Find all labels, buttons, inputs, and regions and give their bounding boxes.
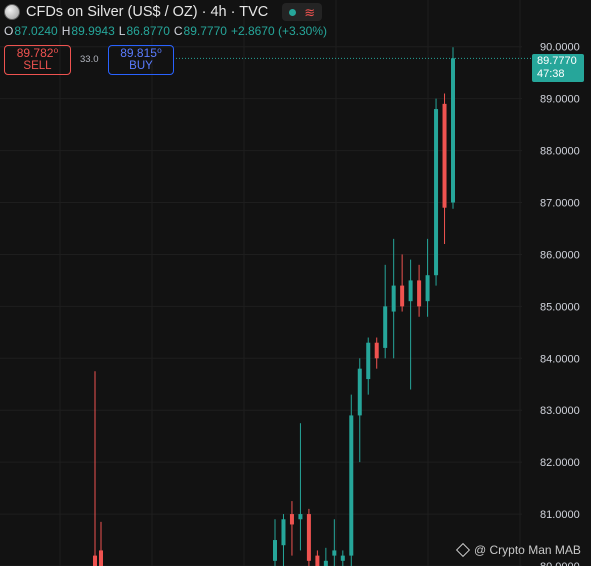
- silver-symbol-icon[interactable]: [4, 4, 20, 20]
- candle-body: [315, 555, 320, 566]
- candle-body: [400, 285, 405, 307]
- wave-icon: ≋: [304, 4, 316, 20]
- y-tick-label: 84.0000: [540, 353, 580, 365]
- candle-body: [434, 109, 439, 276]
- candle-body: [93, 555, 97, 566]
- candle-body: [451, 58, 455, 203]
- chart-header: CFDs on Silver (US$ / OZ) · 4h · TVC ≋: [4, 2, 323, 22]
- buy-button[interactable]: 89.815⁰ BUY: [108, 45, 174, 75]
- buy-label: BUY: [129, 60, 153, 72]
- sell-button[interactable]: 89.782⁰ SELL: [4, 45, 71, 75]
- candle-up: [366, 337, 371, 395]
- close-label: C: [173, 24, 183, 38]
- candle-down: [306, 508, 311, 566]
- y-tick-label: 89.0000: [540, 94, 580, 106]
- sell-label: SELL: [23, 60, 52, 72]
- candle-up: [391, 238, 396, 359]
- watermark: @ Crypto Man MAB: [455, 542, 581, 558]
- y-tick-label: 82.0000: [540, 457, 580, 469]
- candle-body: [340, 555, 345, 561]
- y-tick-label: 81.0000: [540, 509, 580, 521]
- candle-up: [273, 519, 277, 566]
- low-value: 86.8770: [126, 24, 170, 38]
- candle-up: [425, 238, 430, 317]
- candle-body: [99, 550, 103, 566]
- candle-down: [289, 501, 294, 556]
- candle-down: [315, 550, 320, 566]
- candle-up: [332, 519, 337, 566]
- change-value: +2.8670 (+3.30%): [230, 24, 328, 38]
- candle-up: [408, 259, 413, 390]
- candle-body: [391, 285, 396, 312]
- y-tick-label: 87.0000: [540, 198, 580, 210]
- y-tick-label: 80.0000: [540, 561, 580, 566]
- high-value: 89.9943: [71, 24, 115, 38]
- price-axis[interactable]: 80.0000 81.0000 82.0000 83.0000 84.0000 85.00…: [540, 42, 580, 566]
- open-value: 87.0240: [14, 24, 58, 38]
- candle-up: [323, 547, 328, 566]
- candle-down: [374, 337, 379, 369]
- last-price-value: 89.7770: [537, 55, 577, 67]
- candle-up: [383, 264, 388, 359]
- chart-title[interactable]: CFDs on Silver (US$ / OZ) · 4h · TVC: [26, 4, 269, 20]
- bar-countdown: 47:38: [537, 68, 565, 80]
- spread-value: 33.0: [80, 54, 99, 65]
- y-tick-label: 88.0000: [540, 146, 580, 158]
- y-tick-label: 86.0000: [540, 249, 580, 261]
- candle-body: [323, 560, 328, 566]
- low-label: L: [118, 24, 126, 38]
- candle-body: [306, 514, 311, 561]
- candle-body: [332, 550, 337, 556]
- y-tick-label: 90.0000: [540, 42, 580, 54]
- candles: [93, 47, 455, 566]
- candle-body: [383, 306, 388, 348]
- candle-body: [374, 342, 379, 359]
- high-label: H: [61, 24, 71, 38]
- candle-up: [349, 394, 354, 566]
- grid-lines: [0, 0, 522, 566]
- y-tick-label: 85.0000: [540, 301, 580, 313]
- market-open-dot-icon: [289, 8, 297, 16]
- candle-up: [281, 514, 286, 566]
- y-tick-label: 83.0000: [540, 405, 580, 417]
- candle-body: [289, 514, 294, 525]
- sell-price: 89.782⁰: [16, 46, 59, 60]
- candle-up: [434, 98, 439, 286]
- candle-body: [298, 514, 303, 520]
- candle-down: [442, 93, 447, 245]
- candle-body: [281, 519, 286, 546]
- close-value: 89.7770: [183, 24, 227, 38]
- candle-body: [408, 280, 413, 302]
- candle-down: [99, 521, 103, 566]
- candle-body: [366, 342, 371, 380]
- candle-up: [340, 550, 345, 566]
- candle-body: [417, 280, 422, 307]
- candle-down: [93, 371, 97, 566]
- open-label: O: [4, 24, 14, 38]
- watermark-text: @ Crypto Man MAB: [474, 543, 581, 557]
- candle-body: [425, 275, 430, 302]
- candle-up: [357, 358, 362, 463]
- buy-price: 89.815⁰: [120, 46, 162, 60]
- candle-down: [400, 254, 405, 312]
- diamond-logo-icon: [455, 542, 471, 558]
- candle-down: [417, 264, 422, 317]
- candle-up: [451, 47, 455, 209]
- candle-body: [349, 415, 354, 556]
- candle-up: [298, 423, 303, 551]
- candle-body: [357, 368, 362, 416]
- last-price-tag: 89.7770 47:38: [532, 54, 584, 82]
- ohlc-legend: O 87.0240 H 89.9943 L 86.8770 C 89.7770 +2.8…: [4, 24, 327, 38]
- market-status[interactable]: ≋: [282, 3, 323, 21]
- candle-body: [442, 103, 447, 208]
- candle-body: [273, 540, 277, 561]
